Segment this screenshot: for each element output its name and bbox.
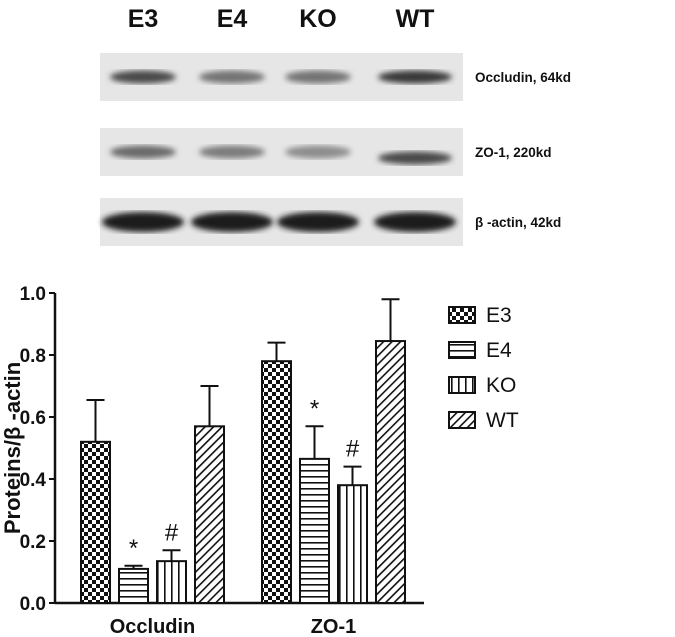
blot-band [199, 145, 265, 159]
y-tick-label: 0.6 [20, 408, 46, 429]
significance-marker: * [310, 395, 319, 422]
bar-e3 [80, 440, 111, 604]
legend-label: WT [486, 409, 519, 432]
y-tick-label: 0.0 [20, 594, 46, 615]
lane-label: E4 [217, 5, 248, 33]
blot-band [102, 212, 184, 232]
significance-marker: * [129, 535, 138, 562]
legend-label: E4 [486, 339, 512, 362]
blot-band [378, 70, 452, 84]
y-tick-label: 1.0 [20, 284, 46, 305]
bar-e3 [261, 360, 292, 605]
blot-row-label: ZO-1, 220kd [475, 145, 552, 160]
blot-band [199, 70, 265, 84]
bar-ko [337, 484, 368, 605]
y-tick-label: 0.8 [20, 346, 46, 367]
category-label: ZO-1 [311, 616, 357, 637]
bar-ko [156, 560, 187, 605]
legend-swatch [448, 341, 476, 359]
lane-label: WT [396, 5, 435, 33]
significance-marker: # [165, 519, 179, 546]
blot-row-label: β -actin, 42kd [475, 215, 561, 230]
blot-row-label: Occludin, 64kd [475, 70, 571, 85]
blot-band [374, 212, 456, 232]
blot-band [110, 70, 176, 84]
bar-chart: 0.0 0.2 0.4 0.6 0.8 1.0 Proteins/β -actin Occlu… [0, 284, 519, 637]
y-tick-label: 0.2 [20, 532, 46, 553]
significance-marker: # [346, 436, 360, 463]
category-label: Occludin [110, 616, 196, 637]
lane-label: E3 [128, 5, 159, 33]
blot-band [285, 145, 351, 159]
blot-band [110, 145, 176, 159]
legend-label: E3 [486, 304, 512, 327]
y-axis-label: Proteins/β -actin [0, 362, 25, 534]
legend-label: KO [486, 374, 516, 397]
blot-band [378, 151, 452, 165]
bar-e4 [299, 457, 330, 604]
legend-swatch [448, 376, 476, 394]
blot-band [285, 70, 351, 84]
legend-swatch [448, 306, 476, 324]
y-tick-label: 0.4 [20, 470, 47, 491]
bar-wt [375, 340, 406, 604]
blot-band [277, 212, 359, 232]
blot-band [191, 212, 273, 232]
bar-e4 [118, 567, 149, 605]
bar-wt [194, 425, 225, 604]
western-blot: E3 E4 KO WT Occludin, 64kd ZO-1, 220kd β -acti… [100, 5, 571, 246]
legend-swatch [448, 411, 476, 429]
lane-label: KO [299, 5, 337, 33]
